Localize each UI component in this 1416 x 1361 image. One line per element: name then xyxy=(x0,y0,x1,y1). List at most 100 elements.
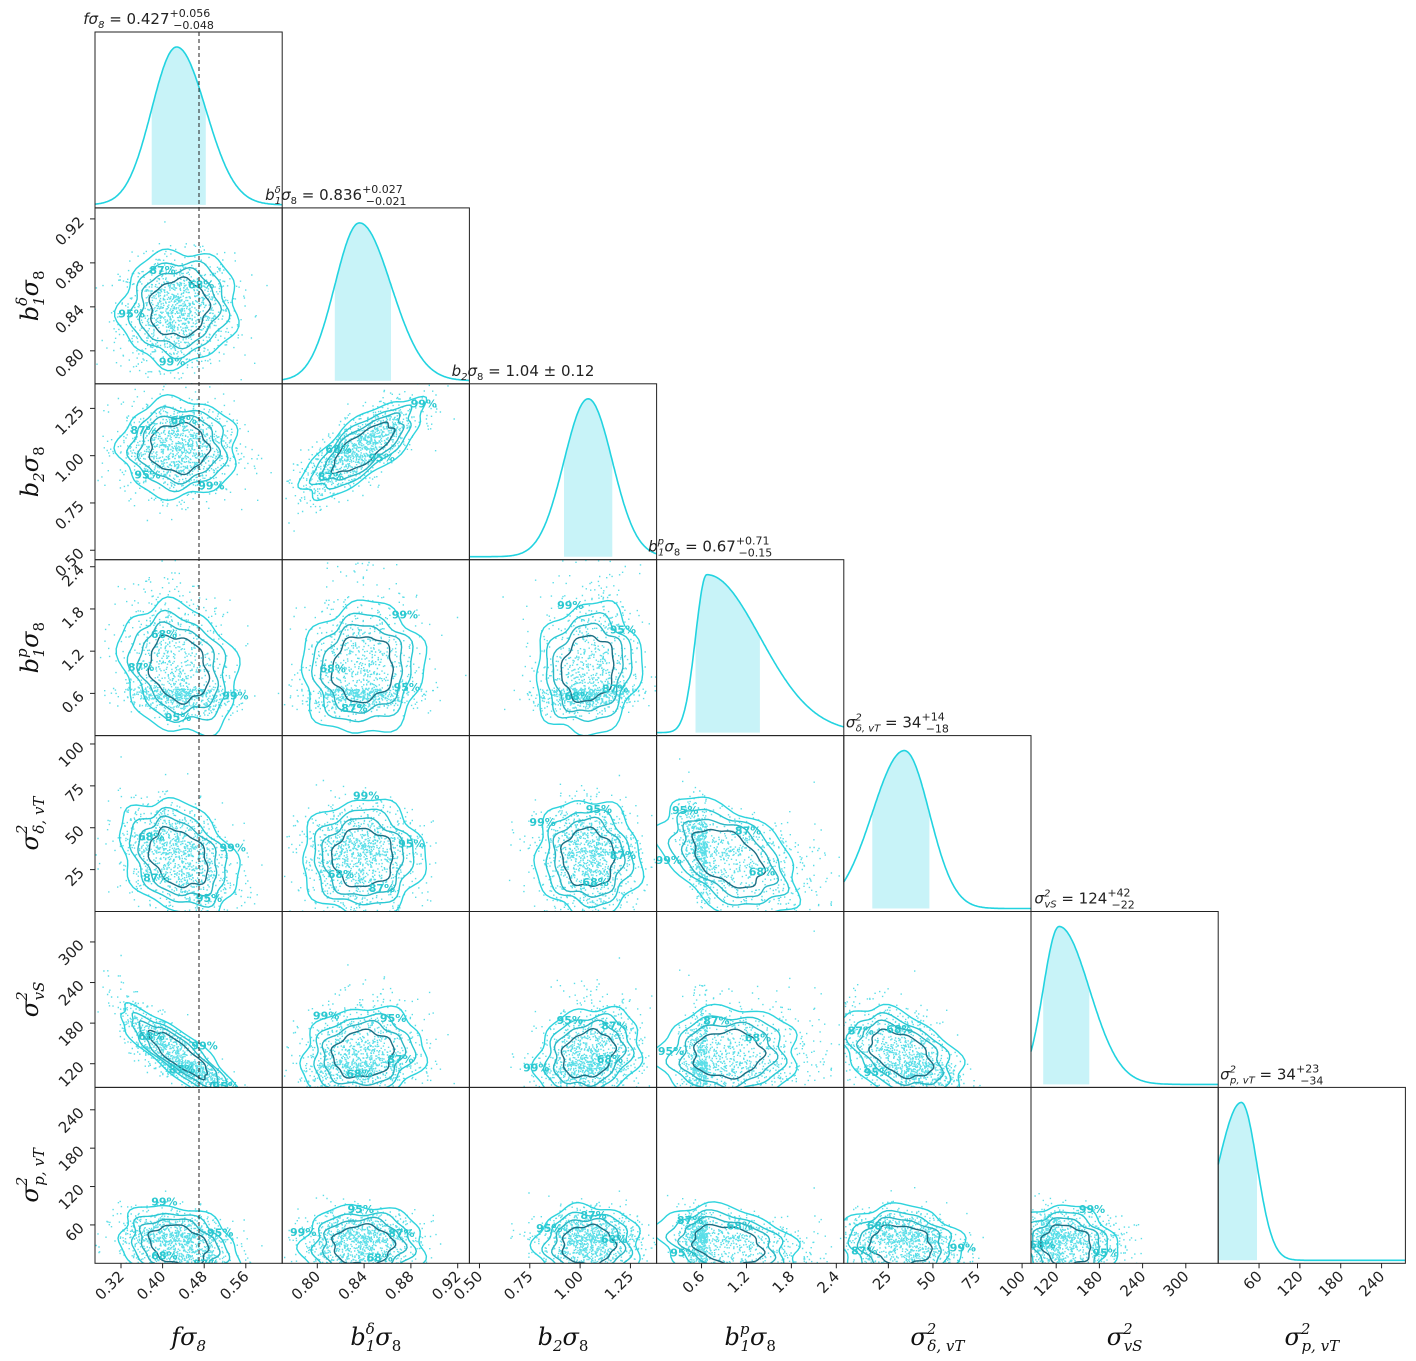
contour-99% xyxy=(113,248,240,372)
marginal-title: bp 1σ8 = 0.67+0.71 −0.15 xyxy=(648,535,772,560)
y-tick-label: 0.88 xyxy=(51,257,87,293)
x-axis-sig_pvT: 60 120 180 240 σ2 p, vT xyxy=(1240,1263,1388,1355)
scatter-points xyxy=(843,970,981,1088)
contour-99% xyxy=(296,1203,428,1264)
contour-label: 87% xyxy=(387,1053,413,1066)
contour-label: 87% xyxy=(318,471,344,484)
contour-label: 68% xyxy=(367,1252,393,1265)
contour-68% xyxy=(691,828,766,889)
y-tick-label: 240 xyxy=(55,977,88,1010)
x-tick-label: 0.32 xyxy=(91,1267,127,1303)
x-tick-label: 0.75 xyxy=(500,1267,536,1303)
contour-label: 99% xyxy=(220,841,246,854)
contour-68% xyxy=(692,1028,767,1080)
joint-b1d_s8-sig_vS: 68% 87% 95% 99% xyxy=(281,911,470,1088)
contour-label: 95% xyxy=(1092,1247,1118,1260)
x-tick-label: 180 xyxy=(1315,1267,1348,1300)
contour-87% xyxy=(138,1218,221,1264)
credible-band xyxy=(872,750,930,909)
x-tick-label: 25 xyxy=(869,1267,895,1293)
y-tick-label: 75 xyxy=(62,780,88,806)
contour-99% xyxy=(113,393,239,502)
x-axis-label: σ2 p, vT xyxy=(1285,1320,1341,1355)
contour-label: 95% xyxy=(557,1014,583,1027)
contour-label: 95% xyxy=(196,892,222,905)
contour-68% xyxy=(147,634,211,705)
contour-label: 99% xyxy=(529,816,555,829)
panel-frame xyxy=(94,1086,283,1264)
y-tick-label: 25 xyxy=(62,864,88,890)
panel-frame xyxy=(468,383,658,561)
contour-label: 68% xyxy=(138,1030,164,1043)
y-axis-label: bδ1σ8 xyxy=(13,270,48,321)
contour-68% xyxy=(559,826,616,888)
contour-95% xyxy=(1031,1211,1109,1264)
contour-95% xyxy=(665,1015,788,1088)
contour-95% xyxy=(130,1212,231,1264)
contour-label: 87% xyxy=(341,702,367,715)
credible-band xyxy=(1218,1102,1257,1261)
joint-fs8-b1p_s8: 68% 87% 95% 99% xyxy=(94,559,283,737)
scatter-points xyxy=(508,774,657,912)
y-tick-label: 100 xyxy=(55,738,88,771)
contour-68% xyxy=(868,1028,935,1080)
y-tick-label: 0.92 xyxy=(51,213,87,249)
contour-label: 87% xyxy=(602,683,628,696)
contour-99% xyxy=(1031,1204,1119,1264)
joint-b1p_s8-sig_pvT: 68%87%95%99% xyxy=(656,1086,845,1264)
y-axis-label: b2σ8 xyxy=(16,446,48,497)
contour-label: 87% xyxy=(677,1214,703,1227)
contour-label: 95% xyxy=(212,1080,238,1093)
contour-99% xyxy=(529,1201,641,1264)
scatter-points xyxy=(843,1187,984,1264)
contour-label: 99% xyxy=(198,479,224,492)
contour-95% xyxy=(308,404,413,490)
x-tick-label: 0.80 xyxy=(288,1267,324,1303)
density-curve xyxy=(843,749,1031,910)
contour-68% xyxy=(147,1224,210,1264)
contour-99% xyxy=(535,599,644,736)
x-tick-label: 1.00 xyxy=(551,1267,587,1303)
contour-label: 95% xyxy=(118,308,144,321)
scatter-points xyxy=(284,964,455,1088)
contour-label: 68% xyxy=(328,868,354,881)
contour-68% xyxy=(560,1027,617,1079)
marginal-title: b2σ8 = 1.04 ± 0.12 xyxy=(452,362,595,383)
x-tick-label: 2.4 xyxy=(814,1267,844,1297)
x-tick-label: 0.40 xyxy=(133,1267,169,1303)
contour-87% xyxy=(856,1216,942,1264)
y-tick-label: 1.00 xyxy=(51,450,87,486)
joint-b2_s8-b1p_s8: 68% 87% 95% 99% xyxy=(468,559,658,737)
marginal-b1p_s8 xyxy=(656,559,845,737)
marginal-fs8 xyxy=(94,31,283,209)
contour-label: 87% xyxy=(130,424,156,437)
contour-68% xyxy=(147,825,209,889)
marginal-title: σ2 vS = 124+42 −22 xyxy=(1034,887,1134,912)
contour-99% xyxy=(300,599,428,734)
joint-fs8-sig_vS: 68%87%95%99% xyxy=(94,911,283,1093)
contour-87% xyxy=(318,412,405,481)
contour-label: 87% xyxy=(1053,1261,1079,1274)
contour-label: 95% xyxy=(394,681,420,694)
contour-label: 87% xyxy=(143,871,169,884)
scatter-points xyxy=(95,1190,263,1264)
density-curve xyxy=(656,573,845,734)
scatter-points xyxy=(671,758,840,912)
x-tick-label: 240 xyxy=(1116,1267,1149,1300)
contour-87% xyxy=(1031,1217,1100,1264)
credible-band xyxy=(564,398,613,557)
x-tick-label: 60 xyxy=(1240,1267,1266,1293)
contour-label: 95% xyxy=(586,803,612,816)
scatter-points xyxy=(95,756,263,912)
contour-95% xyxy=(126,609,227,724)
marginal-sig_dvT xyxy=(843,735,1032,912)
contour-68% xyxy=(560,634,615,704)
contour-label: 87% xyxy=(128,661,154,674)
joint-sig_vS-sig_pvT: 68% 87% 95% 99% xyxy=(1030,1086,1219,1274)
y-tick-label: 1.25 xyxy=(51,402,87,438)
